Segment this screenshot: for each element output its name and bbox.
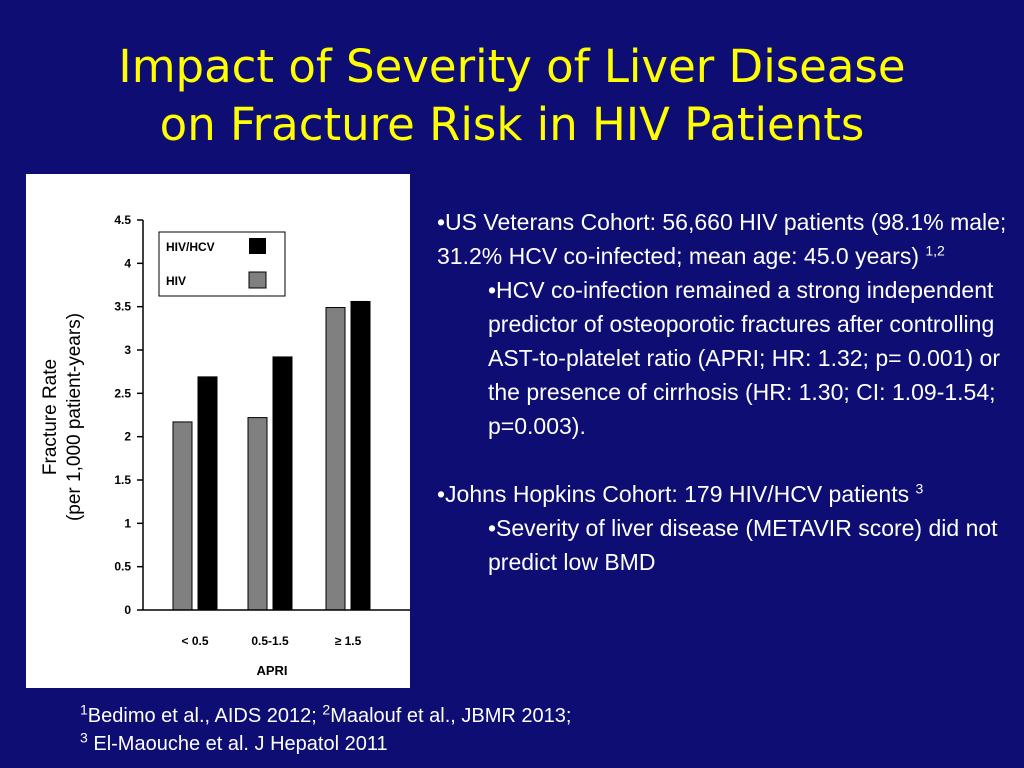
reference-1-number: 1 — [80, 701, 88, 718]
legend: HIV/HCV HIV — [158, 231, 286, 297]
y-axis-label-line-1: Fracture Rate — [40, 359, 61, 475]
bar-hiv-hcv-0 — [197, 376, 218, 611]
y-tick-label: 1.5 — [114, 473, 131, 487]
x-category-label: 0.5-1.5 — [251, 634, 289, 648]
reference-line-2: 3 El-Maouche et al. J Hepatol 2011 — [80, 730, 571, 758]
sub-bullet-hcv-coinfection: •HCV co-infection remained a strong inde… — [488, 277, 1000, 439]
legend-label-hiv-hcv: HIV/HCV — [166, 240, 215, 254]
x-axis-label: APRI — [256, 663, 287, 678]
x-category-label: ≥ 1.5 — [335, 634, 362, 648]
y-tick-label: 4.5 — [114, 213, 131, 227]
references: 1Bedimo et al., AIDS 2012; 2Maalouf et a… — [80, 702, 571, 758]
title-line-2: on Fracture Risk in HIV Patients — [159, 98, 865, 151]
sub-bullet-metavir: •Severity of liver disease (METAVIR scor… — [488, 515, 998, 575]
reference-2-text: Maalouf et al., JBMR 2013; — [330, 705, 572, 727]
reference-2-number: 2 — [322, 701, 331, 718]
fracture-rate-chart: 0 0.5 1 1.5 2 2.5 3 3.5 4 4.5 < 0.5 0.5-1.5 ≥ 1.5 F… — [40, 213, 410, 678]
legend-swatch-hiv — [248, 271, 267, 289]
y-tick-label: 3 — [124, 343, 131, 357]
bullet-list: •US Veterans Cohort: 56,660 HIV patients… — [437, 205, 1007, 579]
chart-panel: 0 0.5 1 1.5 2 2.5 3 3.5 4 4.5 < 0.5 0.5-1.5 ≥ 1.5 F… — [26, 174, 410, 688]
reference-1-text: Bedimo et al., AIDS 2012; — [87, 705, 323, 727]
x-category-label: < 0.5 — [181, 634, 208, 648]
y-tick-label: 0.5 — [114, 560, 131, 574]
bullet-johns-hopkins-citation: 3 — [915, 480, 924, 497]
legend-swatch-hiv-hcv — [249, 238, 266, 254]
slide-title: Impact of Severity of Liver Disease on F… — [0, 38, 1024, 154]
bullet-us-veterans-citation: 1,2 — [925, 242, 945, 259]
bar-hiv-0 — [172, 421, 193, 611]
legend-label-hiv: HIV — [166, 274, 186, 288]
y-tick-label: 3.5 — [114, 300, 131, 314]
bar-hiv-1 — [247, 417, 268, 611]
bar-hiv-hcv-1 — [272, 356, 293, 611]
bullet-johns-hopkins-text: •Johns Hopkins Cohort: 179 HIV/HCV patie… — [437, 481, 916, 507]
y-tick-label: 2 — [124, 430, 131, 444]
bullet-johns-hopkins: •Johns Hopkins Cohort: 179 HIV/HCV patie… — [437, 477, 1007, 511]
title-line-1: Impact of Severity of Liver Disease — [118, 40, 906, 93]
y-tick-label: 0 — [124, 603, 131, 617]
bar-hiv-2 — [325, 307, 346, 611]
y-tick-label: 2.5 — [114, 386, 131, 400]
reference-3-number: 3 — [80, 729, 88, 746]
reference-3-text: El-Maouche et al. J Hepatol 2011 — [87, 733, 388, 755]
y-axis-label-line-2: (per 1,000 patient-years) — [64, 313, 85, 521]
reference-line-1: 1Bedimo et al., AIDS 2012; 2Maalouf et a… — [80, 702, 571, 730]
bar-hiv-hcv-2 — [350, 300, 371, 611]
bullet-us-veterans-text: •US Veterans Cohort: 56,660 HIV patients… — [437, 209, 1007, 269]
bullet-us-veterans: •US Veterans Cohort: 56,660 HIV patients… — [437, 205, 1007, 273]
y-tick-label: 1 — [124, 516, 131, 530]
y-tick-label: 4 — [124, 256, 131, 270]
